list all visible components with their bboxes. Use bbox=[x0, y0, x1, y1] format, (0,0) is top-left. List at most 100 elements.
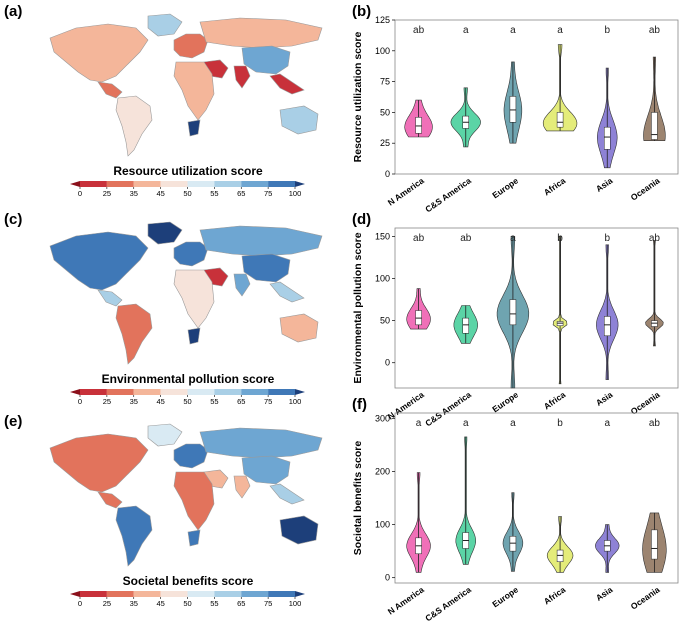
map-region-au bbox=[279, 313, 319, 343]
significance-letter: b bbox=[604, 233, 610, 244]
significance-letter: b bbox=[604, 25, 610, 36]
colorbar-tick-label: 35 bbox=[130, 599, 138, 608]
category-label: Oceania bbox=[629, 584, 662, 611]
colorbar-segment bbox=[214, 591, 242, 597]
violin-box bbox=[509, 536, 517, 552]
map-region-au bbox=[279, 515, 319, 545]
violin-box bbox=[651, 529, 658, 560]
map-region-ch bbox=[241, 455, 291, 485]
significance-letter: a bbox=[463, 25, 469, 36]
map-region-gr bbox=[147, 423, 183, 447]
colorbar-arrow-right bbox=[295, 181, 305, 187]
colorbar-segment bbox=[80, 389, 107, 395]
map-region-ch bbox=[241, 45, 291, 75]
y-tick-label: 50 bbox=[380, 107, 390, 117]
y-tick-label: 25 bbox=[380, 138, 390, 148]
map-region-ru bbox=[199, 17, 323, 49]
plot-frame bbox=[394, 19, 679, 175]
violin-chart-0: (b) 0 25 50 75 100 125 Resource utilization sco… bbox=[352, 3, 679, 214]
colorbar-arrow-right bbox=[295, 591, 305, 597]
map-region-in bbox=[233, 65, 251, 89]
world-map bbox=[49, 423, 323, 567]
y-tick-label: 100 bbox=[375, 274, 390, 284]
colorbar-tick-label: 75 bbox=[264, 189, 272, 198]
panel-letter: (f) bbox=[352, 396, 367, 413]
colorbar-tick-label: 55 bbox=[210, 397, 218, 406]
colorbar-tick-label: 45 bbox=[156, 397, 164, 406]
colorbar-segment bbox=[133, 591, 161, 597]
colorbar-tick-label: 65 bbox=[237, 599, 245, 608]
colorbar: 0 25 35 45 50 55 65 75 100 bbox=[70, 389, 305, 406]
map-title: Societal benefits score bbox=[123, 574, 254, 588]
colorbar-tick-label: 25 bbox=[103, 189, 111, 198]
violin-box bbox=[509, 96, 517, 123]
map-region-af bbox=[173, 61, 215, 121]
violin-box bbox=[604, 316, 611, 337]
y-tick-label: 100 bbox=[375, 520, 390, 530]
significance-letter: b bbox=[557, 418, 563, 429]
y-tick-label: 100 bbox=[375, 46, 390, 56]
panel-letter: (a) bbox=[4, 3, 22, 20]
colorbar-tick-label: 55 bbox=[210, 189, 218, 198]
colorbar-tick-label: 45 bbox=[156, 189, 164, 198]
map-panel-1: (c) Environmental pollution score 0 25 35 45 5… bbox=[4, 211, 323, 406]
map-region-in bbox=[233, 273, 251, 297]
plot-frame bbox=[394, 412, 679, 584]
violin-box bbox=[604, 126, 611, 150]
y-tick-label: 75 bbox=[380, 77, 390, 87]
map-region-au bbox=[279, 105, 319, 135]
colorbar-tick-label: 50 bbox=[183, 189, 191, 198]
colorbar-segment bbox=[241, 389, 269, 395]
map-region-sa bbox=[115, 95, 153, 157]
world-map bbox=[49, 13, 323, 157]
map-region-na bbox=[49, 23, 149, 83]
map-region-ca bbox=[97, 289, 123, 307]
colorbar-segment bbox=[160, 181, 188, 187]
violin-box bbox=[462, 317, 469, 334]
significance-letter: ab bbox=[460, 233, 472, 244]
map-region-na bbox=[49, 231, 149, 291]
category-label: N America bbox=[386, 389, 426, 421]
map-region-sea bbox=[269, 483, 305, 505]
colorbar-tick-label: 65 bbox=[237, 189, 245, 198]
colorbar-tick-label: 25 bbox=[103, 599, 111, 608]
colorbar-segment bbox=[187, 389, 215, 395]
violin-chart-1: (d) 0 50 100 150 Environmental pollution scor… bbox=[352, 211, 679, 428]
colorbar-tick-label: 0 bbox=[78, 599, 82, 608]
violin-box bbox=[509, 299, 517, 326]
category-label: Africa bbox=[542, 389, 568, 411]
map-region-ca bbox=[97, 81, 123, 99]
violin-chart-2: (f) 0 100 200 300 Societal benefits score a N A… bbox=[352, 396, 679, 623]
significance-letter: a bbox=[510, 233, 516, 244]
category-label: Oceania bbox=[629, 175, 662, 202]
y-tick-label: 200 bbox=[375, 466, 390, 476]
map-region-eu bbox=[173, 443, 209, 469]
map-region-saf bbox=[187, 119, 201, 137]
category-label: Asia bbox=[594, 389, 615, 408]
y-tick-label: 150 bbox=[375, 231, 390, 241]
category-label: Africa bbox=[542, 584, 568, 606]
map-region-ch bbox=[241, 253, 291, 283]
category-label: C&S America bbox=[423, 175, 473, 214]
y-tick-label: 125 bbox=[375, 15, 390, 25]
colorbar-tick-label: 65 bbox=[237, 397, 245, 406]
map-region-saf bbox=[187, 529, 201, 547]
y-axis-label: Environmental pollution score bbox=[352, 232, 364, 383]
map-region-eu bbox=[173, 33, 209, 59]
colorbar-segment bbox=[241, 181, 269, 187]
colorbar-segment bbox=[268, 181, 295, 187]
colorbar-segment bbox=[80, 591, 107, 597]
map-region-saf bbox=[187, 327, 201, 345]
map-region-na bbox=[49, 433, 149, 493]
colorbar-segment bbox=[80, 181, 107, 187]
significance-letter: a bbox=[463, 418, 469, 429]
y-axis-label: Resource utilization score bbox=[352, 31, 364, 162]
colorbar-segment bbox=[160, 389, 188, 395]
map-region-sea bbox=[269, 73, 305, 95]
colorbar-segment bbox=[106, 591, 134, 597]
significance-letter: ab bbox=[413, 25, 425, 36]
colorbar-segment bbox=[214, 181, 242, 187]
colorbar-tick-label: 55 bbox=[210, 599, 218, 608]
